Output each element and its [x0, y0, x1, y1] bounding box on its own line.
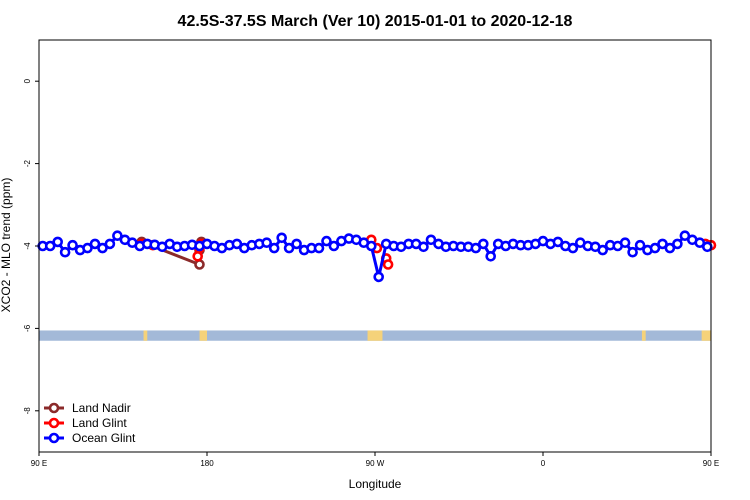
- data-point: [44, 240, 56, 252]
- data-point: [657, 238, 668, 250]
- x-axis-ticks: 90 E 180 90 W 0 90 E: [31, 452, 719, 468]
- y-tick-label: -8: [23, 407, 32, 415]
- x-axis-label: Longitude: [349, 477, 402, 491]
- data-point: [485, 250, 497, 262]
- data-point: [276, 232, 288, 244]
- y-tick-label: 0: [23, 78, 32, 83]
- data-point: [328, 240, 340, 252]
- data-point: [597, 244, 609, 256]
- y-tick-label: -2: [23, 159, 32, 167]
- legend-item: Ocean Glint: [44, 431, 136, 445]
- legend-marker: [48, 417, 60, 429]
- y-axis-label: XCO2 - MLO trend (ppm): [0, 178, 13, 313]
- data-point: [649, 242, 661, 254]
- legend-label: Land Nadir: [72, 401, 131, 415]
- data-point: [373, 271, 385, 283]
- series-2: [37, 230, 713, 283]
- land-ocean-band: [39, 330, 711, 341]
- legend-label: Ocean Glint: [72, 431, 136, 445]
- data-point: [664, 242, 676, 254]
- x-tick-label: 90 W: [366, 459, 385, 468]
- data-point: [679, 230, 691, 241]
- data-point: [382, 259, 394, 270]
- land-band-segment-0: [143, 330, 148, 341]
- data-point: [627, 246, 638, 258]
- data-point: [192, 250, 203, 262]
- data-point: [418, 241, 429, 253]
- data-point: [634, 239, 646, 251]
- data-point: [672, 238, 683, 250]
- data-point: [321, 235, 332, 247]
- data-point: [59, 246, 71, 258]
- data-point: [619, 237, 631, 248]
- legend-marker: [48, 432, 60, 444]
- data-point: [97, 242, 108, 254]
- y-tick-label: -4: [23, 242, 32, 250]
- data-point: [694, 237, 706, 248]
- legend-marker: [48, 402, 60, 414]
- y-axis-ticks: 0 -2 -4 -6 -8: [23, 78, 39, 414]
- data-point: [477, 238, 489, 250]
- chart-title: 42.5S-37.5S March (Ver 10) 2015-01-01 to…: [178, 13, 573, 30]
- data-point: [261, 237, 273, 248]
- data-point: [365, 240, 377, 252]
- data-point: [313, 242, 325, 254]
- legend-label: Land Glint: [72, 416, 127, 430]
- data-point: [701, 241, 713, 253]
- data-point: [470, 242, 482, 254]
- series-layer: [37, 230, 717, 283]
- data-point: [82, 242, 93, 254]
- data-point: [112, 230, 123, 241]
- data-point: [552, 236, 564, 248]
- data-point: [283, 242, 295, 254]
- data-point: [567, 242, 579, 254]
- x-tick-label: 0: [541, 459, 546, 468]
- land-band-segment-4: [701, 330, 711, 341]
- legend-item: Land Glint: [44, 416, 127, 430]
- legend-item: Land Nadir: [44, 401, 131, 415]
- data-point: [291, 238, 302, 250]
- x-tick-label: 180: [200, 459, 214, 468]
- x-tick-label: 90 E: [31, 459, 47, 468]
- y-tick-label: -6: [23, 324, 32, 332]
- data-point: [67, 239, 78, 251]
- data-point: [268, 242, 280, 254]
- land-band-segment-2: [367, 330, 383, 341]
- land-band-segment-1: [199, 330, 207, 341]
- data-point: [52, 236, 64, 248]
- land-band-segment-3: [641, 330, 646, 341]
- data-point: [104, 238, 116, 250]
- data-point: [89, 238, 101, 250]
- x-tick-label: 90 E: [703, 459, 719, 468]
- data-point: [425, 234, 437, 246]
- data-point: [194, 259, 205, 270]
- data-point: [231, 238, 243, 250]
